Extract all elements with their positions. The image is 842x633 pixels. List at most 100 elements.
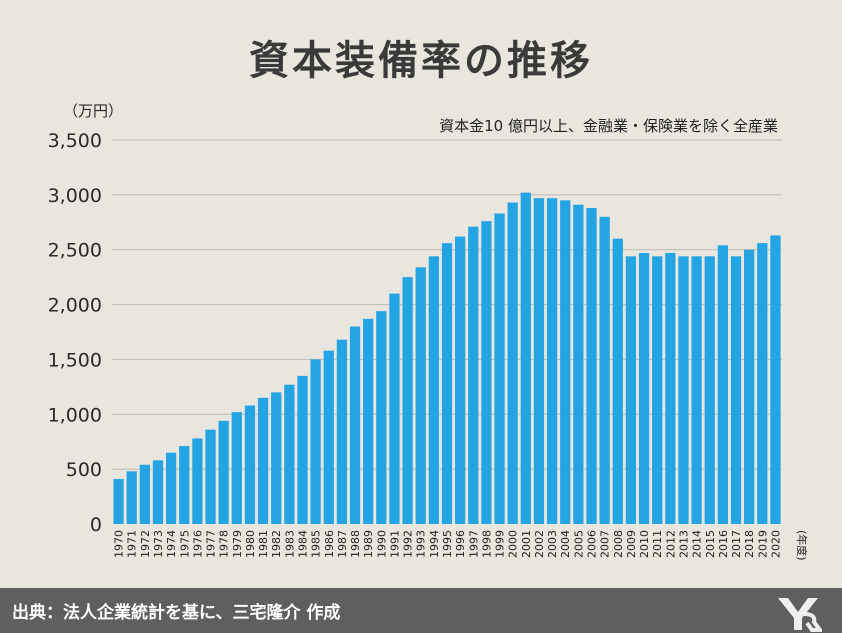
x-tick-label: 2007	[599, 530, 612, 558]
x-tick-label: 1971	[126, 530, 139, 558]
bar-1979	[231, 412, 242, 524]
bar-2011	[652, 256, 663, 524]
bar-1974	[165, 452, 177, 524]
x-tick-label: 1987	[336, 530, 349, 558]
x-tick-label: 2018	[743, 530, 756, 558]
x-tick-label: 2013	[677, 530, 690, 558]
x-tick-label: 1991	[388, 530, 401, 558]
bar-2016	[717, 245, 729, 524]
bar-2018	[744, 249, 755, 524]
bar-1977	[205, 429, 216, 524]
bar-1984	[297, 375, 308, 524]
bar-1983	[284, 384, 295, 524]
bar-1991	[389, 293, 400, 524]
bar-1987	[336, 339, 348, 524]
bar-2009	[625, 256, 637, 524]
x-tick-label: 1998	[480, 530, 493, 558]
bar-2015	[704, 256, 715, 524]
bars	[113, 192, 781, 525]
x-tick-label: 1977	[205, 530, 218, 558]
bar-1998	[481, 221, 492, 524]
x-tick-label: 1975	[178, 530, 191, 558]
bar-2013	[678, 256, 689, 524]
brand-logo-icon	[778, 598, 822, 632]
bar-1996	[455, 236, 466, 525]
bar-1997	[468, 226, 479, 525]
x-tick-label: 2009	[625, 530, 638, 558]
x-tick-label: 2010	[638, 530, 651, 558]
x-tick-label: 1997	[467, 530, 480, 558]
bar-2007	[599, 216, 610, 525]
source-credit: 出典：法人企業統計を基に、三宅隆介 作成	[12, 603, 341, 623]
bar-2020	[770, 235, 781, 524]
bar-1986	[323, 350, 334, 524]
x-tick-label: 2003	[546, 530, 559, 558]
x-tick-label: 2002	[533, 530, 546, 558]
bar-1985	[310, 359, 321, 524]
x-tick-label: 1989	[362, 530, 375, 558]
bar-1972	[139, 464, 150, 524]
bar-2001	[520, 192, 531, 524]
bar-2008	[612, 238, 623, 525]
bar-1976	[192, 438, 203, 524]
bar-2019	[757, 243, 768, 524]
bar-1982	[271, 392, 282, 524]
x-tick-label: 2019	[756, 530, 769, 558]
x-tick-label: 2014	[691, 530, 704, 558]
y-axis-unit-label: （万円）	[63, 102, 124, 120]
x-tick-label: 2015	[704, 530, 717, 558]
x-tick-label: 2006	[586, 530, 599, 558]
x-tick-label: 2004	[559, 530, 572, 558]
x-tick-label: 1976	[191, 530, 204, 558]
x-tick-label: 2005	[572, 530, 585, 558]
x-tick-label: 1981	[257, 530, 270, 558]
bar-1999	[494, 213, 505, 524]
x-tick-label: 2001	[520, 530, 533, 558]
bar-1978	[218, 420, 229, 524]
bar-2012	[665, 253, 676, 524]
x-tick-label: 1993	[415, 530, 428, 558]
bar-2006	[586, 208, 597, 524]
x-tick-label: 1986	[323, 530, 336, 558]
bar-1992	[402, 277, 413, 524]
bar-1990	[376, 311, 387, 524]
y-tick-label: 2,000	[48, 295, 102, 317]
bar-1975	[179, 446, 190, 524]
bar-2017	[730, 256, 742, 524]
x-tick-label: 2016	[717, 530, 730, 558]
y-tick-label: 2,500	[48, 240, 102, 262]
y-tick-label: 0	[90, 514, 102, 536]
x-tick-label: 1980	[244, 530, 257, 558]
x-tick-label: 2000	[507, 530, 520, 558]
bar-1994	[428, 256, 439, 524]
footer-bar: 出典：法人企業統計を基に、三宅隆介 作成	[0, 588, 842, 633]
x-tick-label: 1979	[231, 530, 244, 558]
bar-1995	[441, 243, 453, 524]
x-tick-label: 1973	[152, 530, 165, 558]
x-tick-label: 1972	[139, 530, 152, 558]
x-tick-label: 1983	[283, 530, 296, 558]
bar-1993	[415, 267, 426, 524]
bar-2002	[533, 198, 545, 524]
y-axis-tick-labels: 0 500 1,000 1,500 2,000 2,500 3,000 3,500	[48, 130, 102, 536]
x-axis-tick-labels: 1970 1971 1972 1973 1974 1975 1976 1977 1978 1979…	[113, 530, 783, 558]
x-tick-label: 1990	[375, 530, 388, 558]
y-tick-label: 500	[66, 459, 102, 481]
x-tick-label: 1985	[310, 530, 323, 558]
chart-subtitle: 資本金10 億円以上、金融業・保険業を除く全産業	[439, 117, 778, 135]
bar-1973	[152, 460, 164, 524]
chart-title: 資本装備率の推移	[249, 38, 593, 84]
bar-2005	[573, 204, 584, 525]
x-tick-label: 2017	[730, 530, 743, 558]
x-tick-label: 1974	[165, 530, 178, 558]
x-tick-label: 1992	[402, 530, 415, 558]
x-tick-label: 1988	[349, 530, 362, 558]
bar-1981	[257, 397, 269, 524]
x-tick-label: 1978	[218, 530, 231, 558]
bar-2004	[560, 200, 571, 524]
bar-2010	[638, 253, 650, 524]
x-tick-label: 1970	[113, 530, 126, 558]
bar-1989	[363, 318, 374, 524]
y-tick-label: 3,500	[48, 130, 102, 152]
